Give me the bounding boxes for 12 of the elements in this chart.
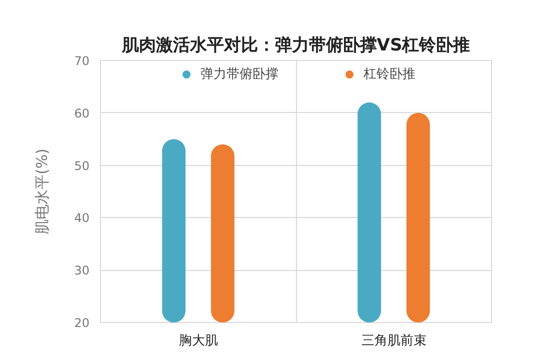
x-tick-label: 胸大肌 xyxy=(178,334,218,348)
y-tick-label: 50 xyxy=(74,158,90,173)
x-tick-label: 三角肌前束 xyxy=(361,334,426,348)
y-tick-label: 30 xyxy=(74,264,90,278)
y-tick-label: 60 xyxy=(74,106,90,120)
y-tick-label: 70 xyxy=(74,54,90,68)
y-tick-label: 40 xyxy=(74,211,90,226)
y-tick-label: 20 xyxy=(74,316,90,330)
chart-title: 肌肉激活水平对比：弹力带俯卧撑VS杠铃卧推 xyxy=(120,36,470,56)
y-axis-title: 肌电水平(%) xyxy=(33,148,52,234)
legend-label: 弹力带俯卧撑 xyxy=(200,66,278,83)
legend-label: 杠铃卧推 xyxy=(364,66,416,83)
